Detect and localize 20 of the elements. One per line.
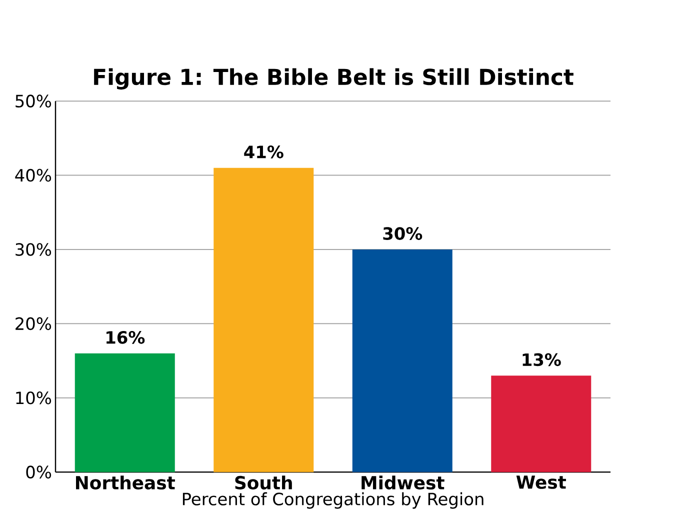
data-label: 30% bbox=[383, 227, 422, 240]
x-tick-label: West bbox=[516, 476, 566, 489]
data-label: 13% bbox=[522, 353, 561, 366]
bar bbox=[74, 353, 175, 472]
y-tick-label: 30% bbox=[16, 243, 52, 256]
bar bbox=[214, 168, 314, 472]
y-tick-label: 0% bbox=[26, 466, 52, 478]
data-label: 16% bbox=[106, 331, 145, 344]
x-tick-label: Northeast bbox=[76, 476, 175, 490]
bar bbox=[352, 249, 452, 472]
x-axis-title: Percent of Congregations by Region bbox=[182, 492, 484, 509]
x-tick-label: South bbox=[235, 476, 292, 490]
y-tick-label: 10% bbox=[16, 391, 52, 404]
y-tick-label: 40% bbox=[15, 168, 52, 182]
y-tick-label: 50% bbox=[16, 94, 52, 108]
chart-title: Figure 1: The Bible Belt is Still Distinct bbox=[94, 68, 574, 90]
x-tick-label: Midwest bbox=[362, 476, 444, 490]
y-tick-label: 20% bbox=[16, 317, 52, 330]
bar bbox=[491, 376, 592, 472]
data-label: 41% bbox=[244, 146, 284, 158]
